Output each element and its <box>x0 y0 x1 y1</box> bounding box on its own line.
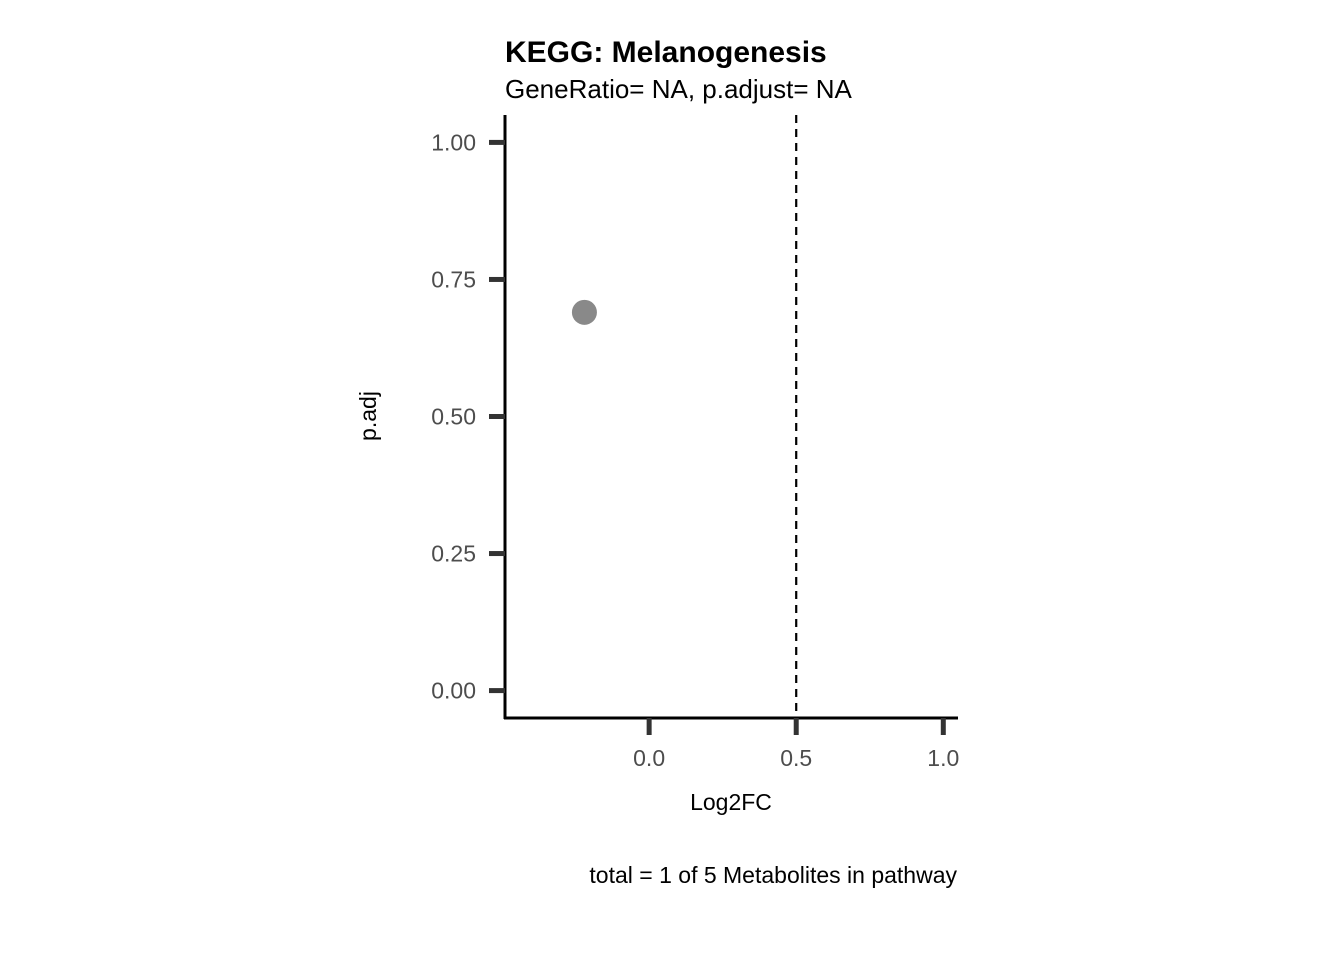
y-tick-label: 0.25 <box>431 541 476 567</box>
data-point <box>571 299 597 325</box>
x-axis-title: Log2FC <box>690 789 772 815</box>
chart-title: KEGG: Melanogenesis <box>505 36 827 69</box>
x-tick-label: 0.5 <box>780 745 812 771</box>
y-tick-label: 0.50 <box>431 404 476 430</box>
data-points <box>571 299 597 325</box>
chart-subtitle: GeneRatio= NA, p.adjust= NA <box>505 74 853 104</box>
x-tick-label: 0.0 <box>633 745 665 771</box>
y-axis-title: p.adj <box>355 391 381 441</box>
y-tick-label: 0.75 <box>431 266 476 292</box>
x-axis-ticks: 0.0 0.5 1.0 <box>633 718 959 771</box>
x-tick-label: 1.0 <box>927 745 959 771</box>
chart-caption: total = 1 of 5 Metabolites in pathway <box>589 862 957 888</box>
y-tick-label: 0.00 <box>431 678 476 704</box>
y-axis-ticks: 0.00 0.25 0.50 0.75 1.00 <box>431 129 505 704</box>
y-tick-label: 1.00 <box>431 129 476 155</box>
